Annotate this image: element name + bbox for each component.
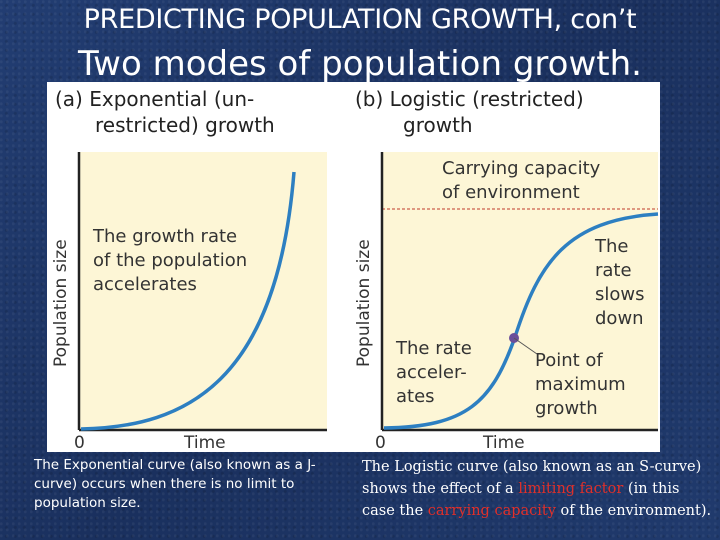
exponential-curve — [80, 171, 296, 431]
carrying-capacity-highlight: carrying capacity — [427, 503, 556, 519]
panel-b-x-label: Time — [482, 433, 525, 452]
exponential-caption: The Exponential curve (also known as a J… — [34, 457, 316, 511]
capacity-label-1: Carrying capacity — [442, 158, 601, 179]
slide-subtitle: Two modes of population growth. — [78, 44, 642, 84]
point-label-3: growth — [535, 398, 598, 419]
capacity-label-2: of environment — [442, 182, 580, 203]
point-label-2: maximum — [535, 374, 626, 395]
point-label-1: Point of — [535, 350, 603, 371]
panel-b-y-label: Population size — [354, 239, 374, 367]
panel-b-heading-1: (b) Logistic (restricted) — [355, 87, 584, 111]
logistic-caption-part-3: of the environment). — [555, 503, 712, 519]
slide-title: PREDICTING POPULATION GROWTH, con’t — [83, 4, 637, 35]
logistic-caption-part-2: (in this case the — [362, 481, 680, 519]
panel-exponential: (a) Exponential (un- restricted) growth … — [51, 87, 327, 452]
slows-label-1: The — [594, 236, 628, 257]
panel-a-annotation-3: accelerates — [93, 274, 197, 295]
accel-label-2: acceler- — [396, 362, 467, 383]
panel-a-heading-2: restricted) growth — [95, 113, 275, 137]
logistic-caption-part-1: The Logistic curve (also known as an S-c… — [362, 459, 702, 497]
slows-label-3: slows — [595, 284, 645, 305]
slows-label-4: down — [595, 308, 644, 329]
panel-a-plot-area — [79, 152, 327, 430]
panel-a-annotation-1: The growth rate — [92, 226, 237, 247]
panel-a-x-label: Time — [183, 433, 226, 452]
limiting-factor-highlight: limiting factor — [518, 481, 624, 497]
panel-b-heading-2: growth — [403, 113, 473, 137]
panel-b-origin: 0 — [375, 433, 386, 452]
accel-label-3: ates — [396, 386, 435, 407]
max-growth-point — [509, 333, 519, 343]
panel-b-plot-area — [382, 152, 658, 430]
panel-a-heading-1: (a) Exponential (un- — [55, 87, 254, 111]
accel-label-1: The rate — [395, 338, 472, 359]
panel-a-y-label: Population size — [51, 239, 71, 367]
max-growth-leader — [513, 337, 538, 355]
panel-a-annotation-2: of the population — [93, 250, 247, 271]
panel-a-origin: 0 — [74, 433, 85, 452]
panel-logistic: (b) Logistic (restricted) growth Carryin… — [354, 87, 659, 452]
growth-figure: (a) Exponential (un- restricted) growth … — [47, 82, 660, 452]
logistic-caption: The Logistic curve (also known as an S-c… — [362, 456, 712, 522]
slows-label-2: rate — [595, 260, 632, 281]
